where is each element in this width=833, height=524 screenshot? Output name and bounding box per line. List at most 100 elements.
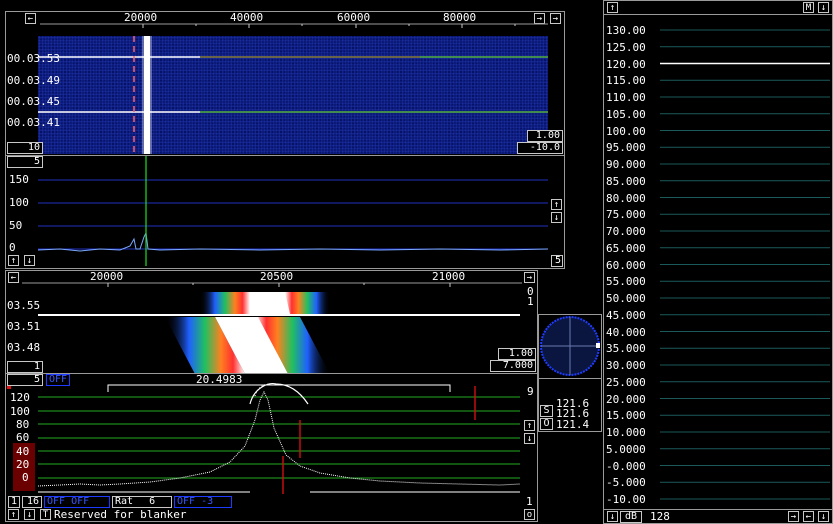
hires-spectrum-down-button[interactable]: ↓ [524, 433, 535, 444]
level-m-button[interactable]: M [803, 2, 814, 13]
hires-rat-box[interactable]: Rat 6 [112, 496, 172, 508]
hires-waterfall-time: 03.48 [7, 341, 41, 354]
level-y-tick: 85.000 [606, 174, 646, 188]
hires-waterfall-zero-box[interactable]: 7.000 [490, 360, 536, 372]
hires-blue-off-buttons[interactable]: OFF OFF [44, 496, 110, 508]
main-spectrum-avg-box[interactable]: 5 [7, 156, 43, 168]
level-y-tick: 55.000 [606, 275, 646, 289]
hires-freq-right-arrow[interactable]: → [524, 272, 535, 283]
hires-bottom-down-button[interactable]: ↓ [24, 509, 35, 520]
meter-divider [539, 378, 601, 379]
hires-t-button[interactable]: T [40, 509, 51, 520]
level-y-tick: 75.000 [606, 208, 646, 222]
hires-spectrum-y-tick: 100 [10, 405, 30, 418]
main-freq-tick: 20000 [124, 11, 158, 24]
level-left-arrow[interactable]: ← [803, 511, 814, 522]
meter-s-label: S [540, 405, 553, 417]
hires-spectrum-y-tick: 80 [16, 418, 30, 431]
level-y-tick: 65.000 [606, 241, 646, 255]
hires-waterfall-right-top: 0 [527, 285, 534, 298]
level-up-button[interactable]: ↑ [607, 2, 618, 13]
main-spectrum-bottom-down[interactable]: ↓ [24, 255, 35, 266]
main-spectrum-bottom-box[interactable]: 5 [551, 255, 563, 267]
level-y-tick: -0.000 [606, 459, 646, 473]
hires-spectrum-up-button[interactable]: ↑ [524, 420, 535, 431]
level-y-tick: 130.00 [606, 24, 646, 37]
level-y-tick: 95.000 [606, 141, 646, 155]
level-y-tick: 5.0000 [606, 442, 646, 456]
main-freq-left-arrow[interactable]: ← [25, 13, 36, 24]
hires-spectrum-avg-box[interactable]: 5 [7, 374, 43, 386]
level-y-tick: -10.00 [606, 493, 646, 506]
hires-freq-left-arrow[interactable]: ← [8, 272, 19, 283]
hires-red-marker [7, 386, 11, 389]
hires-o-button[interactable]: o [524, 509, 535, 520]
level-y-tick: 10.000 [606, 426, 646, 439]
level-y-tick: 25.000 [606, 375, 646, 389]
hires-spectrum-y-tick: 0 [22, 471, 29, 484]
level-y-tick: 20.000 [606, 392, 646, 406]
hires-spectrum-y-tick: 60 [16, 431, 30, 444]
level-y-tick: 115.00 [606, 74, 646, 88]
level-down-button[interactable]: ↓ [818, 511, 829, 522]
main-spectrum-down-button[interactable]: ↓ [551, 212, 562, 223]
hires-spectrum-y-tick: 120 [10, 391, 30, 404]
hires-blue-off-3[interactable]: OFF -3 [174, 496, 232, 508]
level-y-tick: 50.000 [606, 292, 646, 305]
level-top-divider [604, 14, 832, 15]
status-text: Reserved for blanker [54, 508, 187, 521]
hires-freq-tick: 21000 [432, 270, 466, 283]
level-y-tick: 125.00 [606, 40, 646, 54]
level-y-tick: 35.000 [606, 342, 646, 356]
hires-box-16[interactable]: 16 [22, 496, 42, 508]
meter-value-1: 121.6 [556, 397, 590, 410]
main-waterfall-zero-box[interactable]: -10.0 [517, 142, 563, 154]
hires-waterfall-time: 03.51 [7, 320, 41, 333]
hires-spectrum-right-bottom: 1 [526, 495, 533, 508]
meter-value-2: 121.6 [556, 407, 590, 420]
hires-waterfall-avg-box[interactable]: 1 [7, 361, 43, 373]
main-waterfall[interactable] [38, 36, 548, 154]
hires-spectrum-y-tick: 40 [16, 445, 30, 458]
main-spectrum-y-tick: 0 [9, 241, 16, 254]
hires-red-bar [13, 443, 35, 491]
level-y-tick: 45.000 [606, 308, 646, 322]
main-waterfall-time: 00.03.53 [7, 52, 60, 65]
main-waterfall-gain-box[interactable]: 1.00 [527, 130, 563, 142]
main-spectrum-y-tick: 100 [9, 196, 29, 209]
s-meter-window [538, 314, 602, 432]
main-spectrum-divider [6, 155, 564, 156]
level-y-tick: 100.00 [606, 124, 646, 138]
level-right-arrow[interactable]: → [788, 511, 799, 522]
hires-box-1[interactable]: 1 [8, 496, 20, 508]
level-y-tick: 80.000 [606, 191, 646, 205]
hires-rat-label: Rat [115, 496, 134, 507]
hires-waterfall-gain-box[interactable]: 1.00 [498, 348, 536, 360]
hires-rat-value: 6 [149, 496, 156, 507]
main-freq-tick: 60000 [337, 11, 371, 24]
main-waterfall-time: 00.03.49 [7, 74, 60, 87]
main-waterfall-avg-box[interactable]: 10 [7, 142, 43, 154]
hires-spectrum-off-button[interactable]: OFF [46, 374, 71, 386]
meter-value-3: 121.4 [556, 418, 590, 431]
hires-spectrum-divider [6, 373, 537, 374]
main-freq-right-arrow-2[interactable]: → [550, 13, 561, 24]
main-spectrum-bottom-up[interactable]: ↑ [8, 255, 19, 266]
level-bottom-divider [604, 509, 832, 510]
main-waterfall-time: 00.03.45 [7, 95, 60, 108]
main-waterfall-time: 00.03.41 [7, 116, 60, 129]
hires-bottom-up-button[interactable]: ↑ [8, 509, 19, 520]
hires-freq-tick: 20000 [90, 270, 124, 283]
level-down-button-top[interactable]: ↓ [818, 2, 829, 13]
level-y-tick: 105.00 [606, 107, 646, 121]
main-spectrum-up-button[interactable]: ↑ [551, 199, 562, 210]
main-spectrum-y-tick: 50 [9, 219, 23, 232]
main-freq-tick: 40000 [230, 11, 264, 24]
level-db-value: 128 [650, 510, 670, 523]
level-bottom-down-button[interactable]: ↓ [607, 511, 618, 522]
